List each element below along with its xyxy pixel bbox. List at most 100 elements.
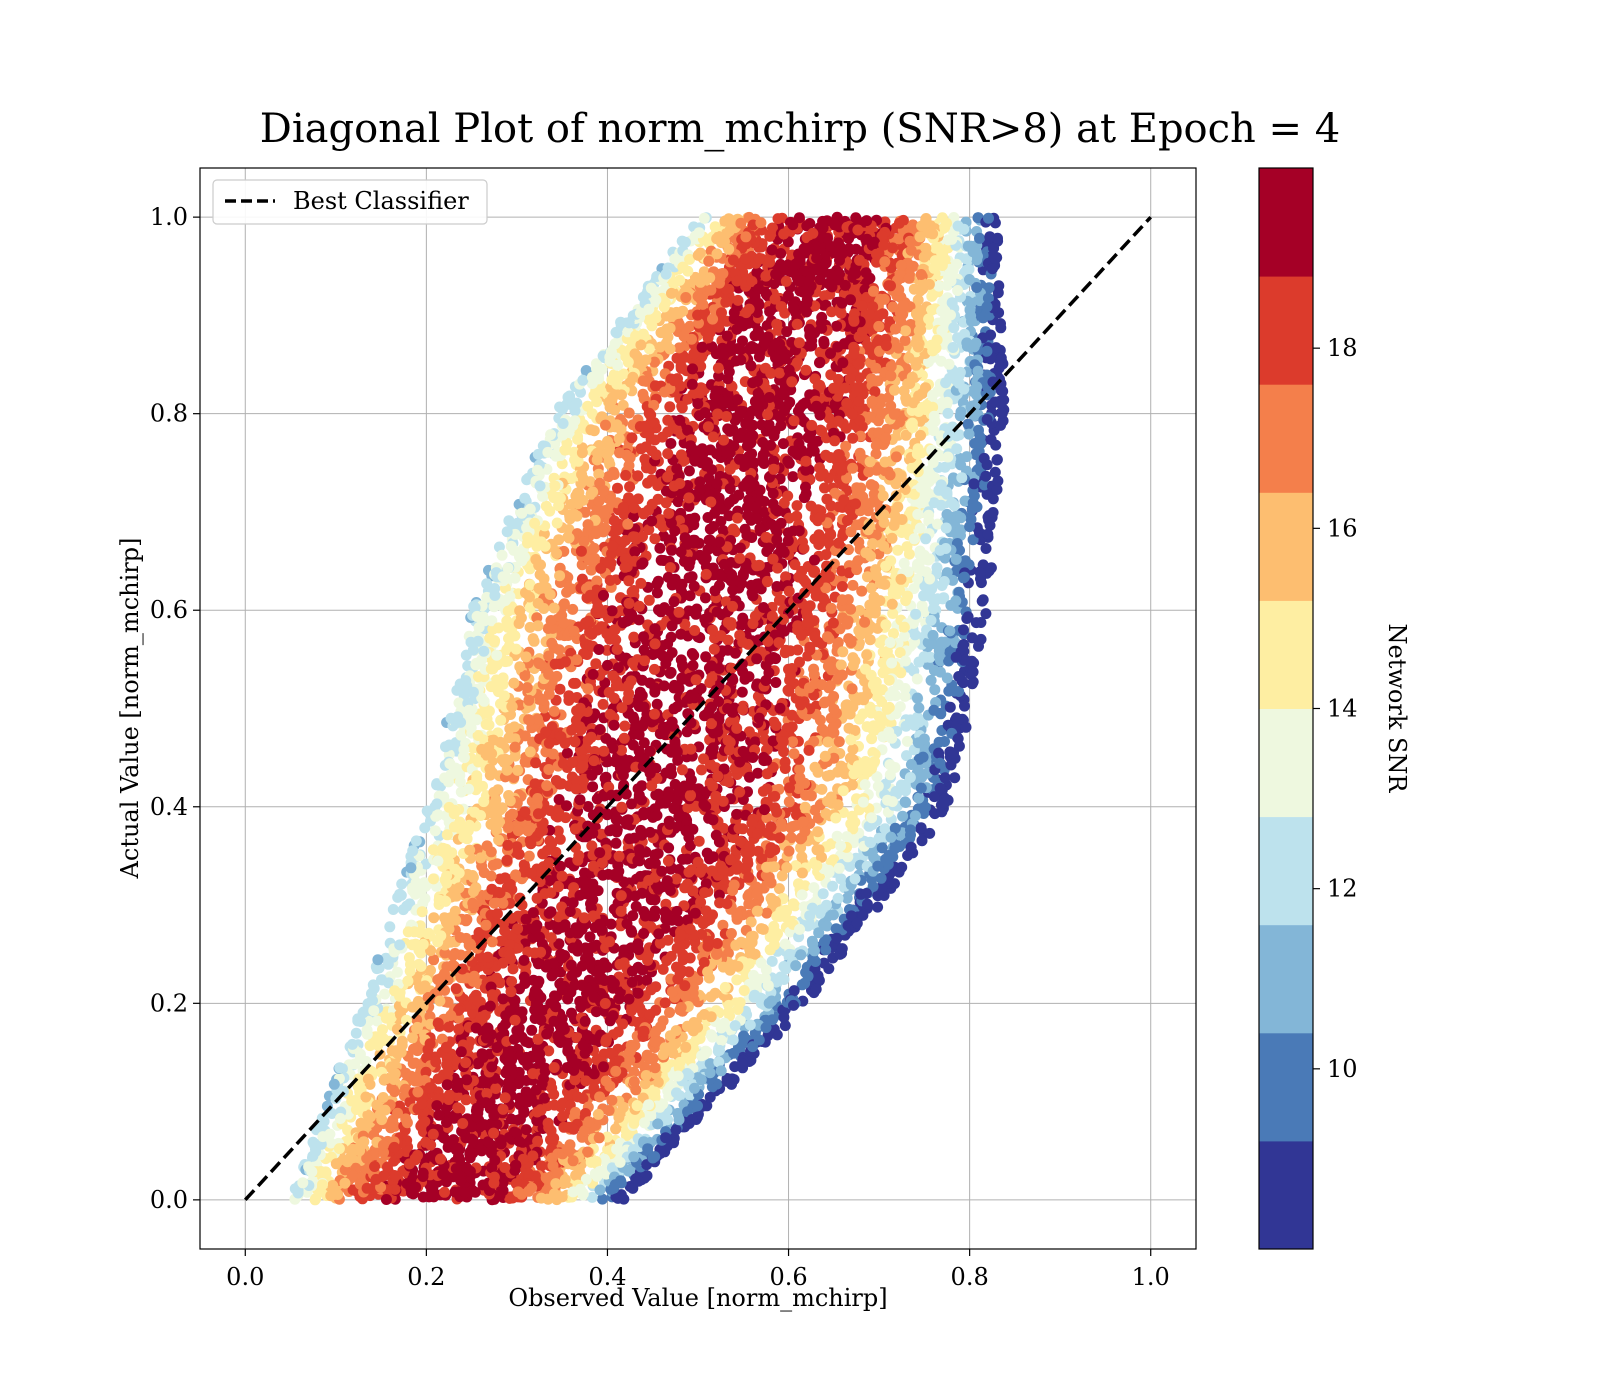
scatter-point bbox=[696, 764, 707, 776]
scatter-point bbox=[651, 698, 663, 710]
scatter-point bbox=[793, 878, 804, 890]
scatter-point bbox=[707, 624, 718, 636]
scatter-point bbox=[672, 754, 684, 766]
scatter-point bbox=[460, 1094, 472, 1106]
scatter-point bbox=[745, 360, 757, 372]
scatter-point bbox=[596, 1193, 608, 1205]
scatter-point bbox=[958, 624, 969, 636]
scatter-point bbox=[627, 910, 639, 922]
scatter-point bbox=[945, 759, 957, 771]
scatter-point bbox=[819, 290, 831, 302]
scatter-point bbox=[723, 776, 735, 788]
scatter-point bbox=[763, 542, 775, 554]
scatter-point bbox=[686, 648, 698, 659]
scatter-point bbox=[663, 842, 675, 854]
scatter-point bbox=[777, 438, 789, 450]
chart-title: Diagonal Plot of norm_mchirp (SNR>8) at … bbox=[260, 106, 1340, 152]
scatter-point bbox=[818, 936, 830, 948]
scatter-point bbox=[606, 1094, 618, 1106]
scatter-point bbox=[659, 997, 671, 1009]
scatter-point bbox=[813, 532, 825, 544]
scatter-point bbox=[496, 549, 508, 561]
scatter-point bbox=[569, 1074, 581, 1086]
scatter-point bbox=[770, 523, 782, 535]
scatter-points bbox=[289, 211, 1010, 1206]
scatter-point bbox=[508, 677, 520, 689]
scatter-point bbox=[392, 891, 404, 903]
scatter-point bbox=[929, 684, 941, 696]
scatter-point bbox=[847, 579, 859, 591]
scatter-point bbox=[429, 825, 441, 837]
scatter-point bbox=[636, 780, 648, 792]
scatter-point bbox=[585, 564, 597, 576]
scatter-point bbox=[773, 594, 785, 606]
scatter-point bbox=[601, 644, 613, 656]
scatter-point bbox=[995, 419, 1006, 431]
scatter-point bbox=[557, 1110, 569, 1122]
scatter-point bbox=[628, 1066, 640, 1078]
scatter-point bbox=[643, 594, 655, 606]
scatter-point bbox=[837, 807, 849, 818]
scatter-point bbox=[939, 772, 951, 784]
scatter-point bbox=[995, 407, 1007, 419]
scatter-point bbox=[489, 590, 501, 601]
scatter-point bbox=[770, 677, 782, 688]
scatter-point bbox=[556, 458, 568, 470]
scatter-point bbox=[949, 772, 961, 784]
scatter-point bbox=[439, 947, 451, 959]
scatter-point bbox=[723, 510, 735, 522]
scatter-point bbox=[913, 702, 925, 714]
scatter-point bbox=[635, 577, 647, 589]
scatter-point bbox=[825, 838, 837, 850]
scatter-point bbox=[773, 883, 785, 895]
scatter-point bbox=[743, 494, 755, 506]
scatter-point bbox=[371, 1015, 383, 1027]
scatter-point bbox=[664, 1007, 675, 1018]
scatter-point bbox=[597, 698, 609, 710]
scatter-point bbox=[777, 387, 788, 399]
scatter-point bbox=[679, 618, 691, 630]
scatter-point bbox=[842, 851, 854, 863]
scatter-point bbox=[610, 1123, 622, 1135]
scatter-point bbox=[505, 1113, 517, 1125]
scatter-point bbox=[562, 993, 574, 1005]
scatter-point bbox=[629, 546, 641, 558]
scatter-point bbox=[593, 1132, 605, 1144]
scatter-point bbox=[643, 314, 655, 326]
scatter-point bbox=[523, 850, 535, 862]
scatter-point bbox=[977, 594, 989, 606]
scatter-point bbox=[491, 858, 503, 870]
scatter-point bbox=[700, 592, 711, 604]
scatter-point bbox=[840, 440, 852, 452]
scatter-point bbox=[584, 931, 596, 943]
scatter-point bbox=[795, 842, 807, 854]
scatter-point bbox=[675, 929, 687, 941]
scatter-point bbox=[709, 987, 721, 999]
scatter-point bbox=[552, 825, 564, 837]
scatter-point bbox=[778, 547, 790, 558]
scatter-point bbox=[657, 963, 669, 975]
scatter-point bbox=[685, 743, 697, 755]
scatter-point bbox=[419, 822, 431, 834]
scatter-point bbox=[933, 736, 945, 748]
scatter-point bbox=[684, 590, 696, 602]
scatter-point bbox=[779, 938, 791, 950]
scatter-point bbox=[894, 701, 906, 713]
scatter-point bbox=[831, 830, 843, 842]
scatter-point bbox=[980, 543, 992, 554]
scatter-point bbox=[561, 747, 573, 759]
scatter-point bbox=[443, 739, 455, 751]
scatter-point bbox=[688, 580, 700, 592]
scatter-point bbox=[727, 584, 739, 596]
scatter-point bbox=[611, 327, 623, 339]
scatter-point bbox=[675, 582, 687, 594]
scatter-point bbox=[913, 792, 925, 804]
scatter-point bbox=[528, 635, 540, 647]
scatter-point bbox=[463, 819, 475, 831]
scatter-point bbox=[649, 533, 661, 545]
scatter-point bbox=[665, 438, 677, 449]
scatter-point bbox=[991, 454, 1003, 466]
scatter-point bbox=[947, 342, 959, 353]
scatter-point bbox=[782, 455, 794, 467]
